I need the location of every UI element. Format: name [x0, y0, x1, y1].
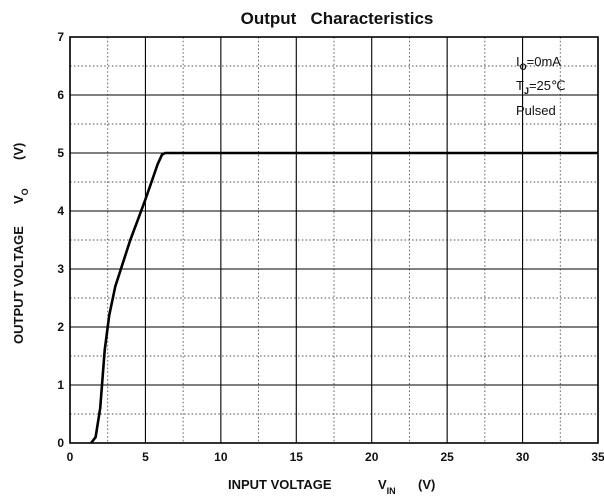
y-axis-label-main: OUTPUT VOLTAGE — [11, 226, 26, 344]
y-tick-label: 1 — [57, 378, 64, 392]
annotation-pulsed: Pulsed — [516, 103, 556, 118]
annotation-temperature: TJ=25℃ — [516, 78, 566, 96]
x-axis-label: INPUT VOLTAGE VIN (V) — [228, 477, 435, 496]
x-tick-label: 5 — [142, 450, 149, 464]
x-axis-label-symbol: VIN — [378, 477, 396, 496]
series-line-output-voltage — [90, 151, 598, 444]
y-axis-label-unit: (V) — [11, 143, 26, 160]
y-tick-label: 5 — [57, 146, 64, 160]
y-axis-label: OUTPUT VOLTAGE VO (V) — [11, 143, 30, 344]
x-tick-label: 35 — [591, 450, 604, 464]
grid — [69, 36, 599, 444]
chart-title: Output Characteristics — [241, 9, 434, 28]
x-tick-label: 15 — [290, 450, 304, 464]
y-tick-label: 3 — [57, 262, 64, 276]
x-tick-label: 25 — [440, 450, 454, 464]
y-tick-label: 2 — [57, 320, 64, 334]
annotation-current: IO=0mA — [516, 54, 561, 72]
x-axis-label-unit: (V) — [418, 477, 435, 492]
y-tick-labels: 0 1 2 3 4 5 6 7 — [57, 30, 64, 450]
x-tick-labels: 0 5 10 15 20 25 30 35 — [67, 450, 604, 464]
y-tick-label: 0 — [57, 436, 64, 450]
x-tick-label: 30 — [516, 450, 530, 464]
y-tick-label: 4 — [57, 204, 64, 218]
plot-frame — [69, 36, 599, 444]
y-axis-label-symbol: VO — [11, 188, 30, 204]
y-tick-label: 7 — [57, 30, 64, 44]
conditions-annotation: IO=0mA TJ=25℃ Pulsed — [516, 54, 566, 118]
x-tick-label: 0 — [67, 450, 74, 464]
y-tick-label: 6 — [57, 88, 64, 102]
x-tick-label: 20 — [365, 450, 379, 464]
x-tick-label: 10 — [214, 450, 228, 464]
x-axis-label-main: INPUT VOLTAGE — [228, 477, 332, 492]
